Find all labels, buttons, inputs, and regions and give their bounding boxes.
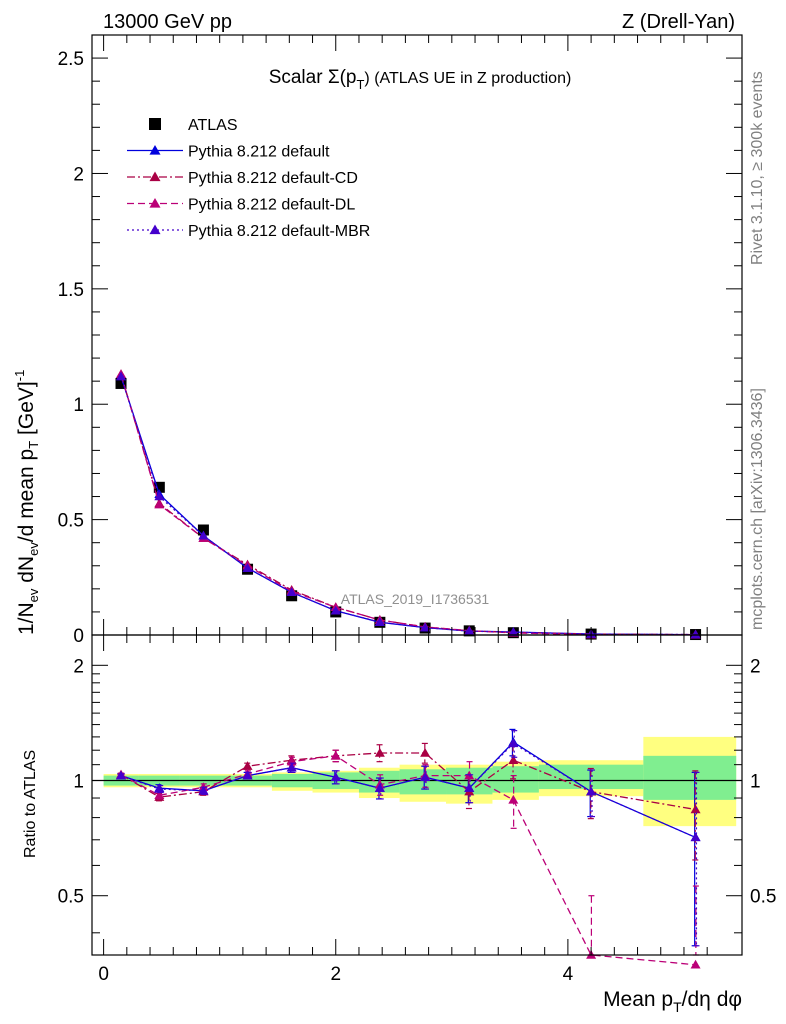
rivet-label: Rivet 3.1.10, ≥ 300k events xyxy=(749,71,766,265)
series-marker xyxy=(198,530,209,540)
ratio-marker xyxy=(420,772,431,781)
legend: ATLAS Pythia 8.212 default Pythia 8.212 de… xyxy=(127,117,370,240)
uncertainty-band-green xyxy=(643,755,737,800)
ratio-y-tick-label: 1 xyxy=(73,772,84,793)
ratio-marker xyxy=(330,772,341,781)
ratio-marker xyxy=(464,783,475,792)
ratio-marker xyxy=(420,748,431,757)
ratio-line-1 xyxy=(120,752,696,811)
series-marker xyxy=(330,605,341,615)
ratio-plot-frame xyxy=(91,634,743,956)
legend-marker xyxy=(149,224,161,235)
atlas-data-point xyxy=(197,524,209,536)
legend-marker xyxy=(149,171,161,182)
series-line-4 xyxy=(120,376,696,636)
main-y-axis-label: 1/Nev dNev/d mean pT [GeV]-1 xyxy=(12,370,41,635)
ratio-marker xyxy=(242,770,253,780)
legend-marker xyxy=(149,198,161,208)
legend-label: Pythia 8.212 default xyxy=(188,144,330,161)
legend-marker-atlas xyxy=(149,118,161,130)
y-tick-label: 2 xyxy=(73,164,84,185)
ratio-marker xyxy=(116,770,127,780)
process-label: Z (Drell-Yan) xyxy=(622,11,735,33)
main-plot: 0 0.5 1 1.5 2 2.5 Scalar Σ(pT) (ATLAS UE in Z… xyxy=(12,34,743,647)
y-tick-label: 2.5 xyxy=(58,49,84,70)
x-axis-label: Mean pT/dη dφ xyxy=(603,988,742,1015)
main-y-axis: 0 0.5 1 1.5 2 2.5 xyxy=(58,35,742,647)
ratio-marker xyxy=(374,748,385,757)
series-line-3 xyxy=(120,374,696,636)
x-tick-label: 0 xyxy=(98,964,109,985)
series-marker xyxy=(374,617,385,626)
series-marker xyxy=(116,371,127,381)
ratio-y-tick-label-right: 0.5 xyxy=(750,887,776,908)
ratio-marker xyxy=(508,755,519,764)
series-marker xyxy=(508,627,519,636)
ratio-y-tick-label: 0.5 xyxy=(58,887,84,908)
ratio-y-tick-label-right: 2 xyxy=(750,656,761,677)
y-tick-label: 0.5 xyxy=(58,511,84,532)
ratio-marker xyxy=(508,794,519,804)
ratio-marker xyxy=(690,832,701,842)
atlas-data-point xyxy=(115,377,127,389)
series-marker xyxy=(690,629,701,639)
ratio-marker xyxy=(690,959,701,969)
ratio-marker xyxy=(154,790,165,800)
ratio-y-axis-label: Ratio to ATLAS xyxy=(22,750,39,858)
energy-label: 13000 GeV pp xyxy=(103,11,232,33)
atlas-data-point xyxy=(153,481,165,493)
y-tick-label: 1.5 xyxy=(58,280,84,301)
ratio-marker xyxy=(154,784,165,793)
source-label: mcplots.cern.ch [arXiv:1306.3436] xyxy=(749,388,766,630)
legend-label: Pythia 8.212 default-CD xyxy=(188,170,358,187)
ratio-line-0 xyxy=(120,741,696,839)
series-marker xyxy=(154,499,165,509)
x-tick-label: 2 xyxy=(330,964,341,985)
ratio-marker xyxy=(242,761,253,770)
ratio-marker xyxy=(508,738,519,748)
main-title: Scalar Σ(pT) (ATLAS UE in Z production) xyxy=(269,67,572,92)
legend-marker xyxy=(149,145,161,155)
legend-label: Pythia 8.212 default-MBR xyxy=(188,223,370,240)
ratio-marker xyxy=(374,783,385,792)
legend-label: ATLAS xyxy=(188,117,238,134)
ratio-marker xyxy=(286,762,297,772)
ratio-marker xyxy=(330,750,341,760)
ratio-y-tick-label: 2 xyxy=(73,656,84,677)
ratio-axes: 0.5 0.5 1 1 2 2 0 2 4 xyxy=(58,635,776,985)
legend-label: Pythia 8.212 default-DL xyxy=(188,197,355,214)
series-marker xyxy=(286,587,297,597)
series-marker xyxy=(154,491,165,501)
series-marker xyxy=(420,622,431,632)
ratio-y-tick-label-right: 1 xyxy=(750,772,761,793)
ratio-marker xyxy=(690,804,701,814)
ratio-marker xyxy=(198,785,209,795)
series-marker xyxy=(242,563,253,572)
ratio-line-3 xyxy=(120,742,696,839)
ratio-marker xyxy=(586,786,597,796)
y-tick-label: 1 xyxy=(73,395,84,416)
y-tick-label: 0 xyxy=(73,626,84,647)
ratio-plot: 0.5 0.5 1 1 2 2 0 2 4 Ratio to ATLAS Mean pT/dη … xyxy=(22,634,776,1015)
x-tick-label: 4 xyxy=(563,964,574,985)
ratio-line-2 xyxy=(120,755,696,966)
series-marker xyxy=(464,626,475,635)
analysis-label: ATLAS_2019_I1736531 xyxy=(341,591,490,607)
